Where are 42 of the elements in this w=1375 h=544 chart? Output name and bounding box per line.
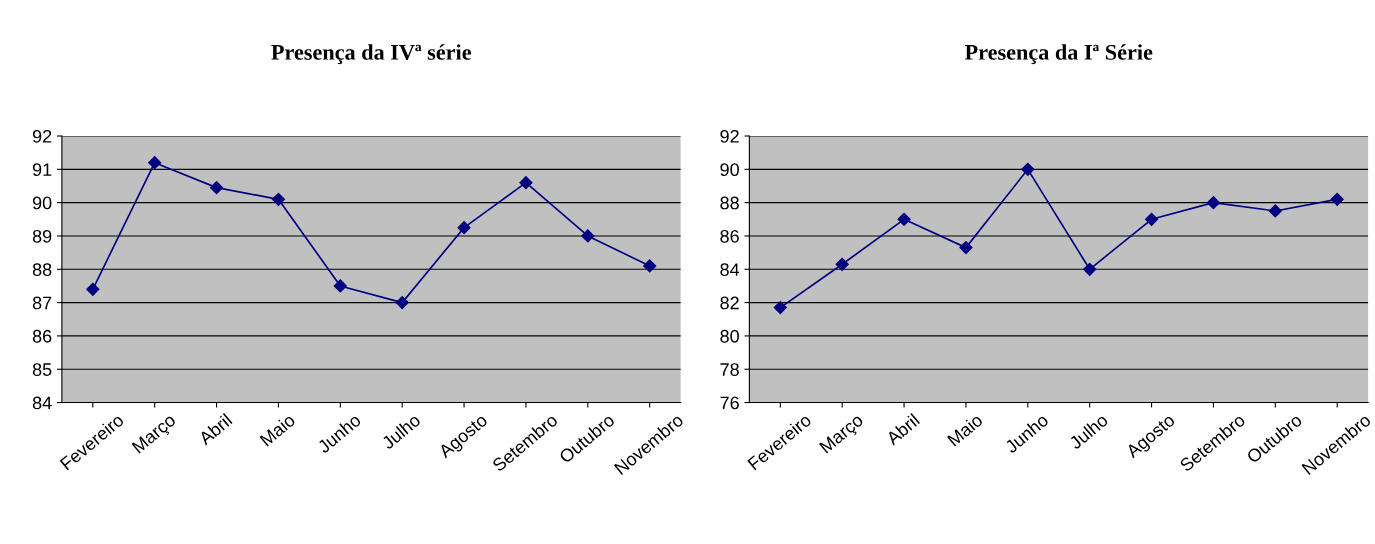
point [643, 259, 657, 273]
point [209, 181, 224, 195]
y-tick-label: 84 [720, 263, 740, 276]
point [1083, 262, 1097, 276]
y-tick-label: 92 [720, 129, 739, 143]
x-tick-label: Maio [946, 412, 984, 447]
y-tick-label: 88 [720, 196, 739, 210]
y-tick-label: 82 [720, 296, 739, 310]
point [959, 241, 973, 255]
y-tick-label: 85 [32, 363, 52, 376]
y-tick-label: 89 [32, 229, 52, 243]
point [897, 212, 911, 226]
point [333, 279, 347, 293]
point [1021, 162, 1035, 176]
point [148, 156, 162, 170]
y-tick-label: 90 [720, 163, 739, 177]
y-tick-label: 86 [32, 329, 52, 343]
point [1206, 196, 1221, 210]
point [519, 176, 533, 190]
y-tick-label: 91 [32, 163, 52, 177]
point [86, 282, 100, 296]
y-tick-label: 86 [720, 229, 739, 243]
point [1330, 192, 1344, 206]
y-tick-label: 84 [32, 396, 52, 410]
y-tick-label: 87 [32, 296, 52, 310]
point [835, 257, 849, 271]
y-tick-label: 76 [720, 396, 739, 410]
point [581, 229, 595, 243]
y-tick-label: 78 [720, 363, 739, 376]
y-tick-label: 92 [32, 129, 52, 143]
y-tick-label: 80 [720, 329, 739, 343]
chart-title: Presença da IVª série [271, 44, 471, 65]
chart-title: Presença da Iª Série [964, 44, 1153, 65]
point [271, 192, 286, 206]
point [457, 221, 471, 235]
point [395, 296, 409, 310]
point [773, 301, 787, 315]
x-tick-label: Maio [259, 412, 296, 447]
y-tick-label: 90 [32, 196, 52, 210]
point [1144, 212, 1159, 226]
point [1268, 204, 1282, 218]
y-tick-label: 88 [32, 263, 52, 276]
